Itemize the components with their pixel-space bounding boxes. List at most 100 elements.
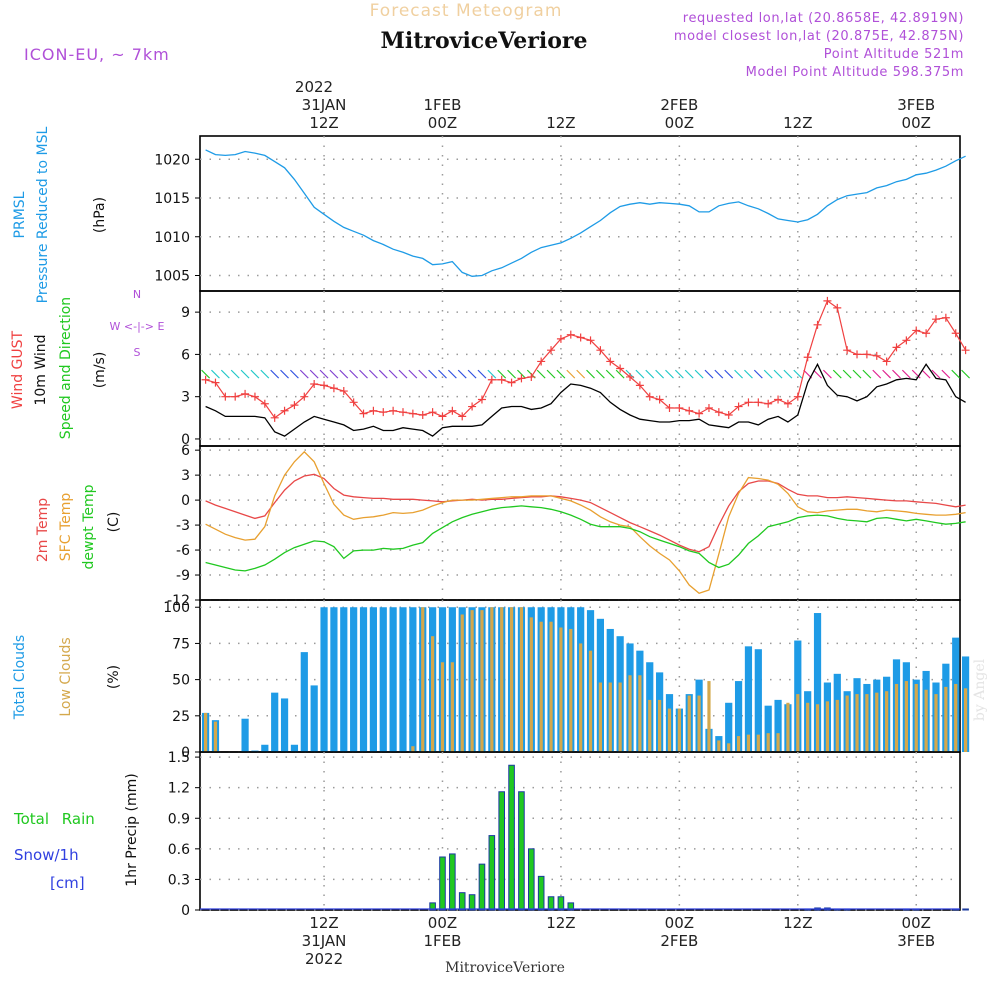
gust-marker (250, 392, 259, 401)
low-cloud-bar (509, 607, 514, 752)
gust-marker (714, 408, 723, 417)
requested-coords: requested lon,lat (20.8658E, 42.8919N) (683, 11, 964, 26)
wind-arrow (201, 369, 211, 379)
low-cloud-bar (954, 683, 958, 752)
wind-arrow (378, 369, 388, 379)
panel-frame (199, 290, 961, 447)
y-tick-label: 0.3 (168, 872, 190, 888)
chart-subtitle: Forecast Meteogram (370, 1, 563, 21)
wind-arrow (576, 369, 586, 379)
wind-arrow (299, 369, 309, 379)
gust-marker (862, 350, 871, 359)
wind-arrow (882, 369, 892, 379)
low-cloud-bar (786, 702, 790, 752)
low-cloud-bar (746, 734, 751, 752)
wind-arrow (684, 369, 694, 379)
total-cloud-bar (813, 613, 822, 752)
total-cloud-bar (764, 705, 772, 752)
wind-arrow (566, 369, 576, 379)
low-cloud-bar (865, 694, 869, 752)
wind-arrow (911, 369, 921, 379)
wind-arrow (230, 369, 240, 379)
wind-arrow (852, 369, 862, 379)
gust-marker (310, 380, 319, 388)
gust-marker (586, 336, 595, 345)
chart-title: MitroviceVeriore (381, 28, 588, 54)
temp-dewpt-label: dewpt Temp (81, 484, 97, 569)
gust-marker (695, 409, 704, 418)
panel-wind: 0 3 6 9 (181, 290, 971, 448)
low-cloud-bar (480, 610, 484, 752)
top-date-label: 1FEB (424, 96, 462, 114)
gust-marker (566, 330, 575, 339)
gust-marker (872, 351, 881, 360)
low-cloud-bar (934, 694, 938, 752)
gust-marker (231, 392, 240, 401)
pressure-unit-label: (hPa) (92, 197, 108, 233)
wind-arrow (398, 369, 408, 379)
y-tick-label: 0 (181, 745, 190, 761)
clouds-unit-label: (%) (106, 665, 122, 689)
low-cloud-bar (806, 702, 810, 752)
bottom-hour-label: 00Z (902, 914, 931, 932)
gust-marker (290, 401, 299, 410)
gust-marker (458, 412, 467, 421)
total-rain-label: Total Rain (13, 810, 95, 828)
panel-frame (199, 751, 961, 911)
total-cloud-bar (310, 685, 318, 752)
wind-arrow (645, 369, 655, 379)
gust-marker (329, 384, 338, 393)
bottom-hour-label: 00Z (428, 914, 457, 932)
panel-pressure: 1005 1010 1015 1020 (154, 135, 966, 292)
rain-bar (429, 902, 436, 911)
wind-arrow (457, 369, 467, 379)
low-cloud-bar (638, 675, 642, 752)
wind-arrow (753, 369, 763, 379)
wind-arrow (615, 369, 625, 379)
low-cloud-bar (875, 692, 879, 752)
wind-arrow (556, 369, 566, 379)
low-cloud-bar (549, 621, 553, 752)
gust-marker (764, 399, 773, 408)
gust-marker (300, 392, 309, 401)
wind-arrow (220, 369, 230, 379)
low-cloud-bar (460, 614, 464, 752)
wind-arrow (714, 369, 724, 379)
y-tick-label: 1005 (154, 269, 190, 285)
side-labels: PRMSL Pressure Reduced to MSL (hPa) Wind… (10, 126, 164, 892)
temp-2m-label: 2m Temp (35, 498, 51, 562)
series-10m-wind (205, 362, 966, 437)
total-cloud-bar (350, 607, 358, 752)
wind-arrow (862, 369, 872, 379)
low-cloud-bar (490, 607, 494, 752)
y-tick-label: 3 (181, 390, 190, 406)
gust-marker (912, 326, 921, 335)
wind-arrow (734, 369, 744, 379)
low-cloud-bar (885, 691, 889, 752)
temp-unit-label: (C) (106, 512, 122, 533)
y-tick-label: 0 (181, 903, 190, 919)
gust-marker (517, 374, 526, 383)
y-tick-label: 9 (181, 305, 190, 321)
wind-arrow (309, 369, 319, 379)
wind-arrow (892, 369, 901, 379)
compass-s: S (134, 346, 141, 359)
low-cloud-bar (776, 733, 780, 752)
low-cloud-bar (825, 701, 830, 752)
bottom-date-label: 1FEB (424, 932, 462, 950)
bottom-date-label: 2FEB (660, 932, 698, 950)
low-cloud-bar (658, 699, 662, 752)
gust-marker (783, 399, 792, 408)
y-tick-label: 25 (172, 709, 190, 725)
low-cloud-bar (411, 746, 415, 752)
y-tick-label: -12 (167, 593, 190, 609)
wind-arrow (655, 369, 665, 379)
gust-marker (428, 408, 437, 417)
wind-arrow (467, 369, 477, 379)
point-altitude: Point Altitude 521m (824, 47, 964, 62)
rain-bar (962, 908, 969, 911)
low-cloud-bar (717, 740, 721, 752)
total-cloud-bar (300, 652, 308, 752)
wind-arrow (270, 369, 280, 379)
